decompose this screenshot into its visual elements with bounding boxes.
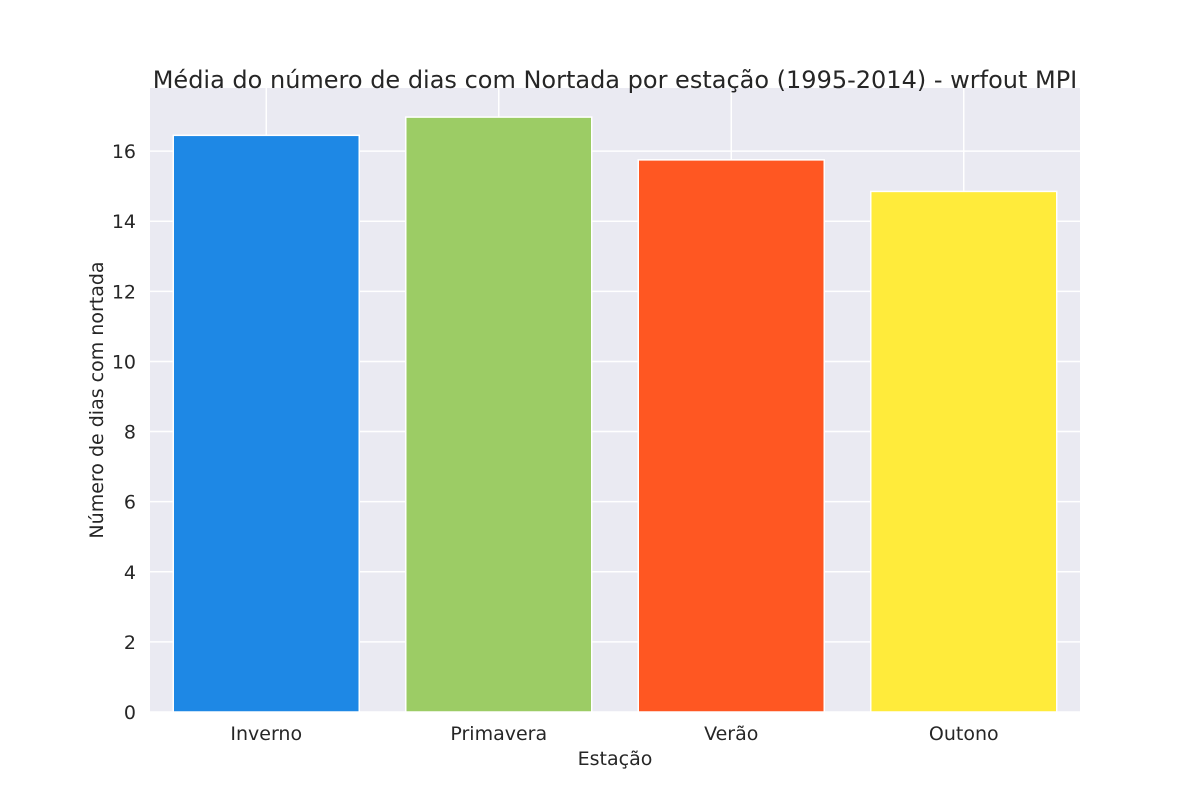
chart-title: Média do número de dias com Nortada por … — [153, 66, 1078, 94]
y-tick-label: 4 — [124, 562, 136, 584]
bars — [172, 116, 1058, 713]
x-axis-ticks: Inverno Primavera Verão Outono — [230, 723, 998, 745]
y-axis-ticks: 0 2 4 6 8 10 12 14 16 — [112, 141, 136, 724]
x-tick-label: Inverno — [230, 723, 302, 745]
bar-outono — [870, 190, 1058, 713]
x-tick-label: Verão — [704, 723, 758, 745]
x-axis-label: Estação — [578, 748, 653, 770]
bar-inverno — [172, 134, 360, 713]
bar-primavera — [405, 116, 593, 713]
y-tick-label: 14 — [112, 211, 136, 233]
y-tick-label: 2 — [124, 632, 136, 654]
y-tick-label: 6 — [124, 492, 136, 514]
y-tick-label: 8 — [124, 422, 136, 444]
y-tick-label: 10 — [112, 351, 136, 373]
y-tick-label: 0 — [124, 702, 136, 724]
y-axis-label: Número de dias com nortada — [86, 261, 108, 538]
y-tick-label: 16 — [112, 141, 136, 163]
y-tick-label: 12 — [112, 281, 136, 303]
x-tick-label: Primavera — [450, 723, 547, 745]
x-tick-label: Outono — [929, 723, 999, 745]
bar-verão — [637, 159, 825, 713]
